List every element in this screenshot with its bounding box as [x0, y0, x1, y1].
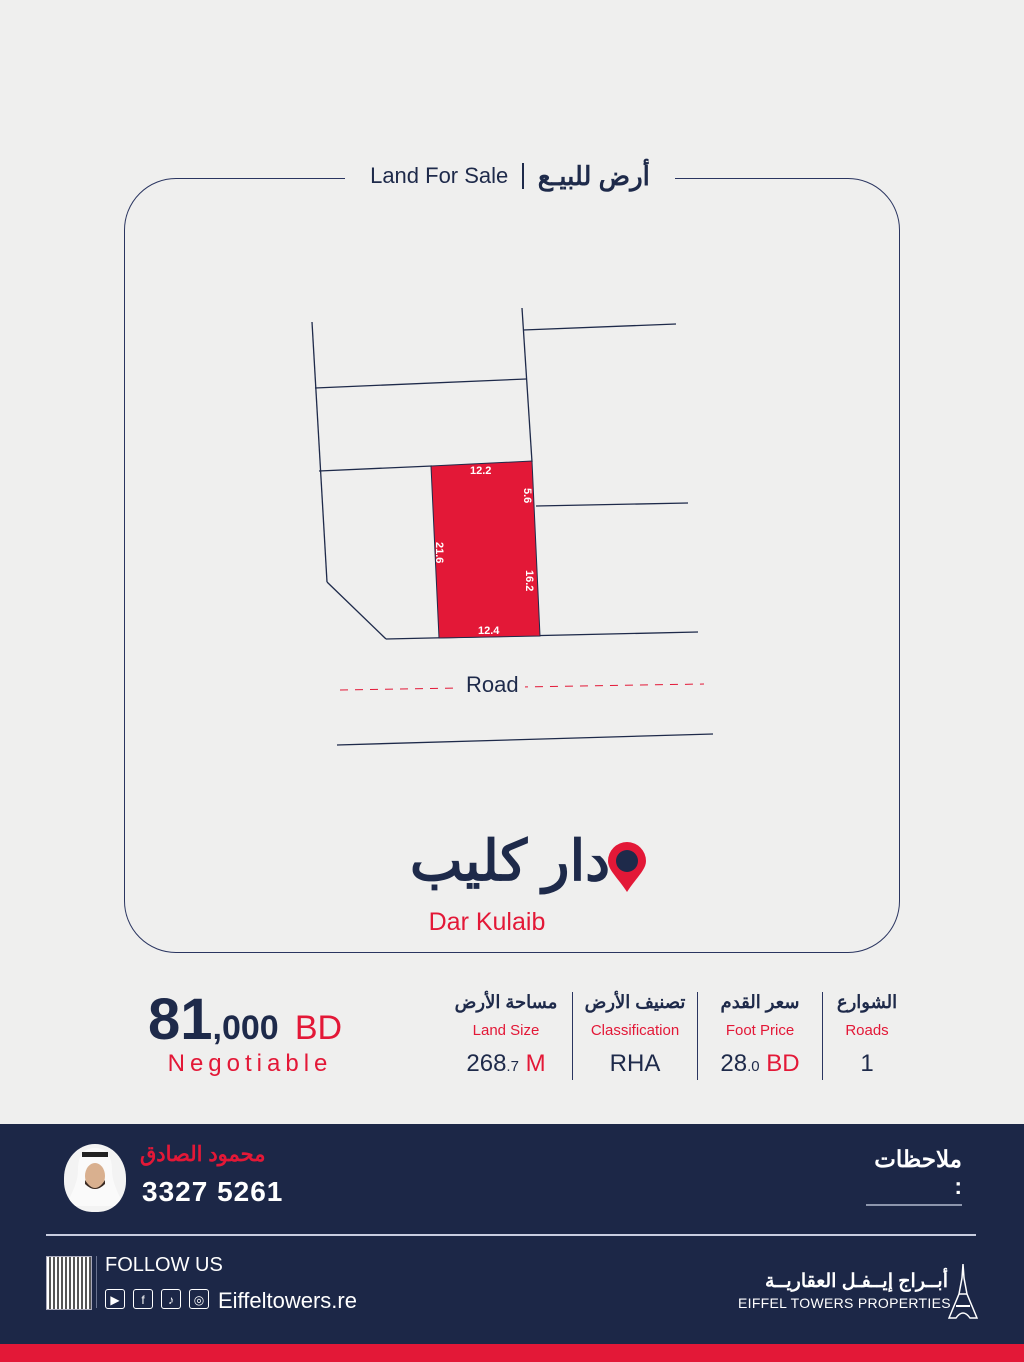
- stat-label-ar: تصنيف الأرض: [584, 992, 686, 1012]
- youtube-icon[interactable]: ▶: [105, 1289, 125, 1309]
- dim-left: 21.6: [433, 542, 445, 563]
- brand-name-ar: أبــراج إيــفـل العقاريــة: [765, 1271, 948, 1292]
- website-link[interactable]: Eiffeltowers.re: [218, 1288, 357, 1313]
- road-edge: [336, 733, 714, 746]
- agent-avatar: [64, 1144, 126, 1212]
- road-label: Road: [460, 672, 525, 698]
- boundary-line: [314, 378, 527, 389]
- location-name-en: Dar Kulaib: [428, 908, 546, 936]
- dim-right: 16.2: [523, 570, 535, 591]
- boundary-line: [311, 321, 328, 583]
- land-plot[interactable]: [430, 460, 541, 639]
- page-title: Land For Sale أرض للبيـع: [345, 158, 675, 194]
- stat-value: RHA: [609, 1050, 661, 1077]
- qr-code-icon[interactable]: [46, 1256, 92, 1310]
- stat-value: 268.7 M: [466, 1050, 546, 1077]
- title-ar: أرض للبيـع: [537, 160, 650, 191]
- boundary-line: [522, 323, 677, 331]
- location-name-ar: دار كليب: [409, 829, 611, 892]
- follow-us-label: FOLLOW US: [105, 1254, 223, 1276]
- notes-label: ملاحظات :: [866, 1146, 962, 1206]
- agent-name: محمود الصادق: [140, 1143, 266, 1166]
- eiffel-tower-logo-icon: [948, 1264, 978, 1319]
- boundary-line: [385, 631, 699, 640]
- stat-classification: تصنيف الأرض Classification RHA: [572, 992, 697, 1080]
- price-currency: BD: [294, 1009, 343, 1047]
- stat-label-ar: سعر القدم: [720, 992, 800, 1012]
- boundary-line: [535, 502, 689, 507]
- tiktok-icon[interactable]: ♪: [161, 1289, 181, 1309]
- agent-phone[interactable]: 3327 5261: [142, 1176, 284, 1207]
- instagram-icon[interactable]: ◎: [189, 1289, 209, 1309]
- stat-label-ar: مساحة الأرض: [454, 992, 558, 1012]
- facebook-icon[interactable]: f: [133, 1289, 153, 1309]
- stats-row: مساحة الأرض Land Size 268.7 M تصنيف الأر…: [440, 992, 911, 1080]
- dim-top: 12.2: [470, 465, 491, 477]
- negotiable-label: Negotiable: [167, 1050, 333, 1077]
- stat-label-en: Classification: [590, 1022, 680, 1039]
- brand-name-en: EIFFEL TOWERS PROPERTIES: [738, 1295, 951, 1311]
- map-pin-icon: [608, 842, 646, 892]
- stat-label-en: Land Size: [472, 1022, 540, 1039]
- dim-right-upper: 5.6: [521, 488, 533, 503]
- footer-divider: [46, 1234, 976, 1236]
- price-main: 81: [148, 987, 213, 1052]
- dim-bottom: 12.4: [478, 625, 500, 637]
- title-separator: [522, 163, 524, 189]
- stat-land-size: مساحة الأرض Land Size 268.7 M: [440, 992, 572, 1080]
- stat-value: 28.0 BD: [720, 1050, 800, 1077]
- stat-label-en: Roads: [845, 1022, 889, 1039]
- boundary-line: [326, 581, 387, 640]
- price: 81,000 BD: [148, 986, 342, 1053]
- stat-value: 1: [860, 1050, 874, 1077]
- bottom-accent-bar: [0, 1344, 1024, 1362]
- stat-label-en: Foot Price: [725, 1022, 795, 1039]
- stat-label-ar: الشوارع: [836, 992, 898, 1012]
- boundary-line: [318, 465, 433, 472]
- stat-roads: الشوارع Roads 1: [822, 992, 911, 1080]
- stat-foot-price: سعر القدم Foot Price 28.0 BD: [697, 992, 822, 1080]
- price-rest: ,000: [212, 1009, 279, 1047]
- title-en: Land For Sale: [370, 163, 509, 188]
- divider: [96, 1256, 97, 1308]
- boundary-line: [521, 307, 533, 463]
